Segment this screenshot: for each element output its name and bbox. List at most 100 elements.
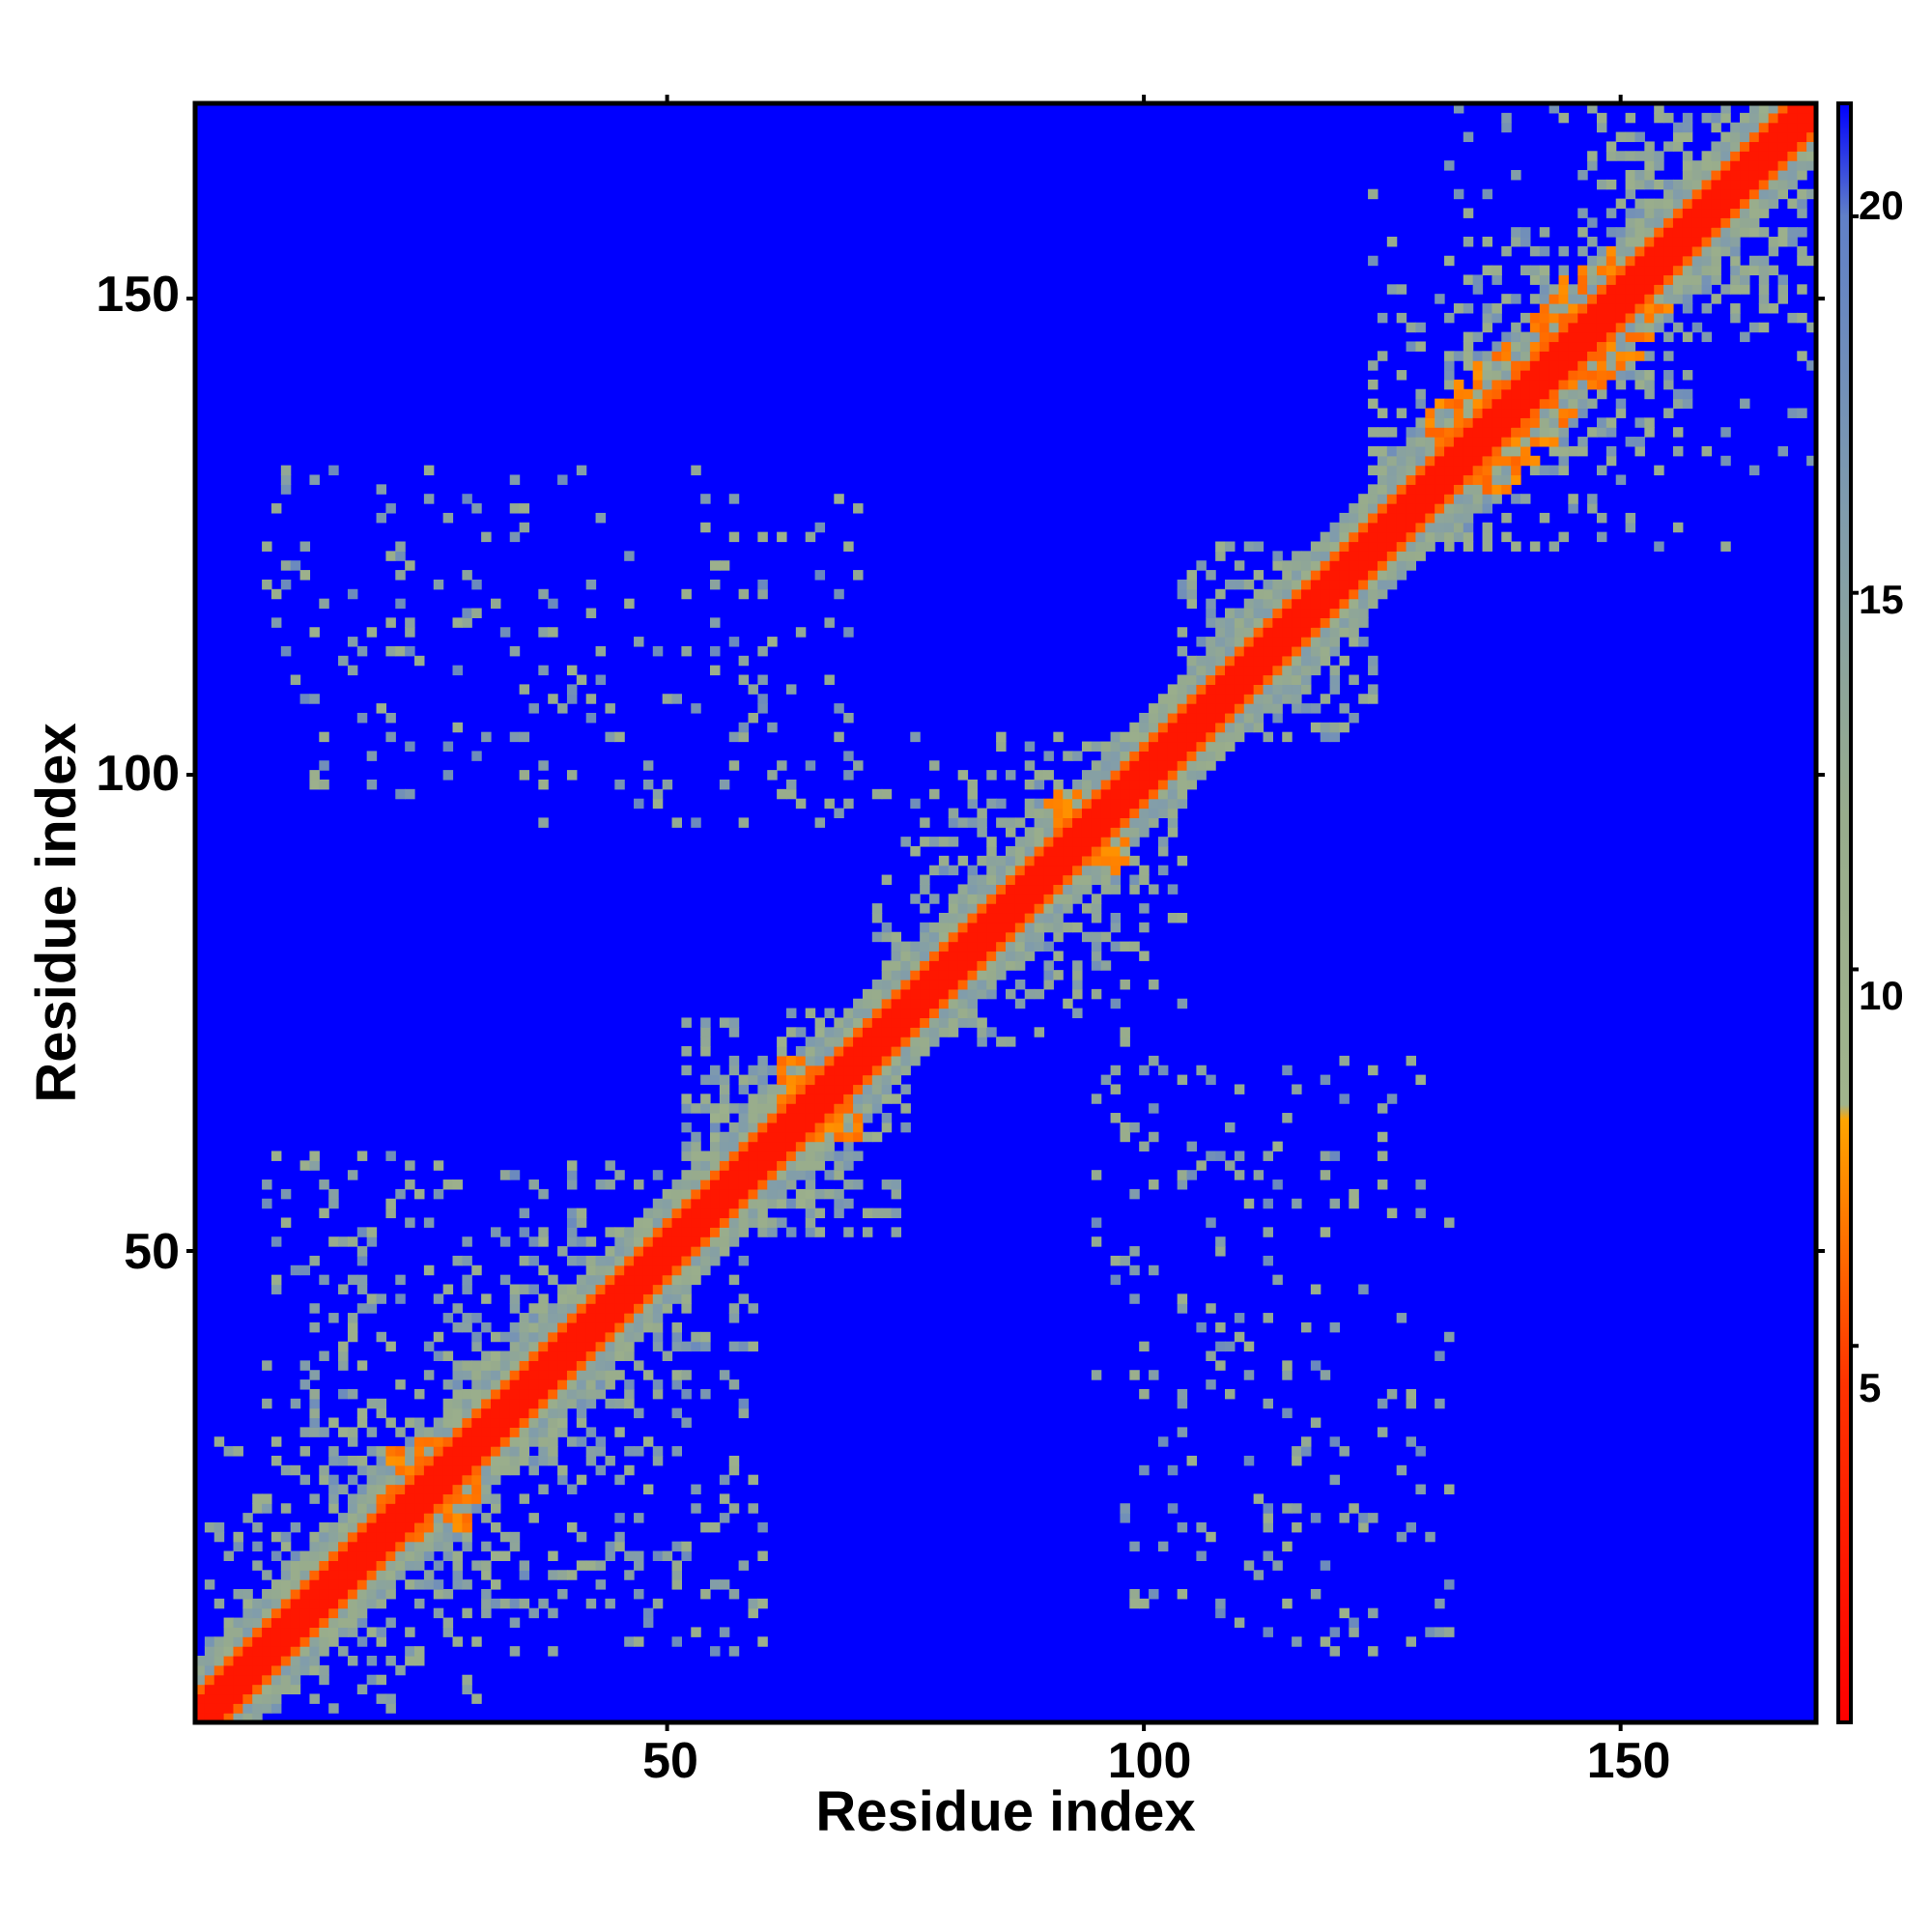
heatmap-cell: [566, 684, 578, 695]
heatmap-cell: [728, 1227, 740, 1237]
heatmap-cell: [738, 1113, 750, 1123]
heatmap-cell: [1501, 245, 1512, 257]
heatmap-cell: [843, 1198, 854, 1209]
heatmap-cell: [1292, 1198, 1302, 1209]
heatmap-cell: [834, 808, 844, 819]
heatmap-cell: [1644, 331, 1655, 343]
heatmap-cell: [1663, 303, 1674, 314]
heatmap-cell: [843, 1094, 854, 1104]
heatmap-cell: [862, 1017, 873, 1028]
heatmap-cell: [1615, 198, 1627, 210]
heatmap-cell: [1758, 170, 1770, 181]
heatmap-cell: [1605, 360, 1617, 371]
heatmap-cell: [700, 1046, 711, 1057]
heatmap-cell: [1396, 284, 1407, 295]
heatmap-cell: [213, 1636, 225, 1647]
heatmap-cell: [728, 637, 740, 647]
heatmap-cell: [834, 703, 844, 714]
heatmap-cell: [1682, 151, 1693, 161]
heatmap-cell: [1720, 217, 1731, 228]
heatmap-cell: [719, 1217, 730, 1228]
heatmap-cell: [938, 1027, 950, 1037]
heatmap-cell: [777, 1084, 787, 1094]
heatmap-cell: [452, 1446, 463, 1457]
heatmap-cell: [1349, 541, 1359, 552]
heatmap-cell: [1615, 255, 1627, 267]
heatmap-cell: [319, 1208, 329, 1219]
heatmap-cell: [1444, 437, 1455, 447]
heatmap-cell: [252, 1521, 263, 1533]
heatmap-cell: [814, 1122, 826, 1133]
heatmap-cell: [1081, 855, 1093, 867]
heatmap-cell: [270, 588, 282, 600]
heatmap-cell: [1034, 1027, 1045, 1037]
heatmap-cell: [1444, 427, 1455, 438]
heatmap-cell: [700, 1236, 711, 1247]
heatmap-cell: [910, 1017, 921, 1028]
heatmap-cell: [767, 1113, 778, 1123]
heatmap-cell: [1100, 770, 1112, 781]
heatmap-cell: [519, 684, 530, 695]
heatmap-cell: [1634, 217, 1645, 228]
heatmap-cell: [728, 1170, 740, 1180]
heatmap-cell: [824, 798, 835, 810]
heatmap-cell: [671, 1246, 682, 1257]
heatmap-cell: [1463, 417, 1474, 428]
heatmap-cell: [385, 1341, 396, 1352]
heatmap-cell: [843, 751, 854, 761]
heatmap-cell: [347, 1313, 358, 1323]
heatmap-cell: [728, 1208, 740, 1219]
heatmap-cell: [452, 1636, 463, 1647]
heatmap-cell: [1206, 694, 1216, 704]
heatmap-cell: [442, 1350, 454, 1361]
heatmap-cell: [1520, 370, 1531, 381]
heatmap-cell: [356, 1246, 368, 1257]
heatmap-cell: [1063, 865, 1073, 876]
heatmap-cell: [614, 1350, 625, 1361]
heatmap-cell: [576, 1341, 587, 1352]
heatmap-cell: [1806, 131, 1817, 143]
heatmap-cell: [728, 1151, 740, 1161]
heatmap-cell: [519, 1407, 530, 1419]
heatmap-cell: [1740, 122, 1750, 133]
heatmap-cell: [1711, 294, 1721, 304]
heatmap-cell: [986, 913, 997, 923]
heatmap-cell: [1520, 417, 1531, 428]
heatmap-cell: [338, 1617, 349, 1629]
heatmap-cell: [881, 1084, 893, 1094]
heatmap-cell: [1329, 541, 1341, 552]
heatmap-cell: [585, 1598, 597, 1609]
heatmap-cell: [1758, 322, 1770, 333]
heatmap-cell: [986, 922, 997, 933]
heatmap-cell: [328, 1236, 339, 1247]
heatmap-cell: [862, 1074, 873, 1086]
heatmap-cell: [1672, 208, 1684, 218]
heatmap-cell: [1396, 551, 1407, 561]
heatmap-cell: [1139, 788, 1150, 800]
heatmap-cell: [881, 1074, 893, 1086]
heatmap-cell: [548, 1646, 558, 1657]
heatmap-cell: [1730, 188, 1741, 200]
heatmap-cell: [356, 1455, 368, 1466]
heatmap-cell: [595, 1293, 607, 1304]
heatmap-cell: [1063, 827, 1073, 838]
heatmap-cell: [1110, 1113, 1122, 1123]
heatmap-cell: [1777, 284, 1788, 295]
heatmap-cell: [1758, 151, 1770, 161]
heatmap-cell: [385, 1655, 396, 1666]
heatmap-cell: [585, 1264, 597, 1276]
heatmap-cell: [1634, 151, 1645, 161]
heatmap-cell: [671, 1198, 682, 1209]
heatmap-cell: [1587, 379, 1598, 390]
heatmap-cell: [538, 588, 549, 600]
heatmap-cell: [442, 741, 454, 752]
heatmap-cell: [652, 798, 664, 810]
heatmap-cell: [624, 1350, 635, 1361]
heatmap-cell: [1406, 551, 1417, 561]
heatmap-cell: [1006, 845, 1016, 857]
heatmap-cell: [1206, 617, 1216, 628]
heatmap-cell: [442, 1436, 454, 1447]
heatmap-cell: [376, 1674, 387, 1686]
heatmap-cell: [328, 1579, 339, 1590]
heatmap-cell: [566, 1293, 578, 1304]
